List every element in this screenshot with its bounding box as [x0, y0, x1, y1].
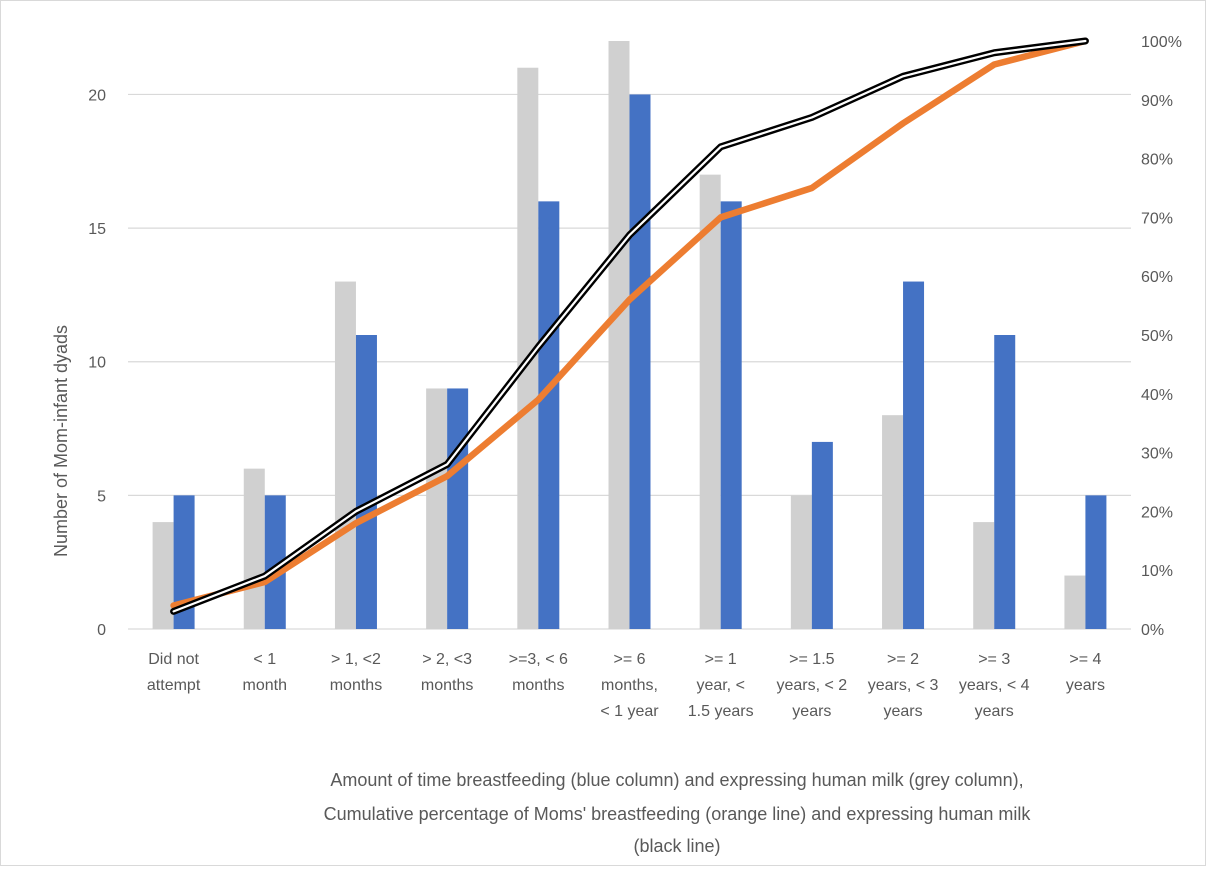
blue-bar: [1085, 495, 1107, 629]
grey-bar: [517, 67, 539, 629]
bar-series: [152, 41, 1107, 630]
category-label: years: [792, 703, 831, 720]
right-tick-label: 0%: [1141, 622, 1164, 639]
line-series: [170, 37, 1089, 615]
right-tick-label: 40%: [1141, 387, 1173, 404]
left-tick-label: 5: [97, 488, 106, 505]
grey-bar: [243, 468, 265, 629]
y-axis-label: Number of Mom-infant dyads: [51, 325, 71, 557]
blue-bar: [629, 94, 651, 630]
blue-bar: [173, 495, 195, 629]
category-label: >= 1: [705, 651, 737, 668]
blue-bar: [447, 388, 469, 629]
blue-bar: [994, 335, 1016, 629]
blue-bar: [264, 495, 286, 629]
category-label: >= 4: [1069, 651, 1101, 668]
category-label: years: [975, 703, 1014, 720]
category-label: < 1 year: [600, 703, 659, 720]
grey-bar: [699, 174, 721, 630]
category-label: > 2, <3: [422, 651, 472, 668]
category-label: 1.5 years: [688, 703, 754, 720]
category-label: months: [330, 677, 382, 694]
category-label: year, <: [696, 677, 744, 694]
blue-bar: [355, 335, 377, 629]
right-tick-label: 50%: [1141, 328, 1173, 345]
category-label: months,: [601, 677, 658, 694]
left-axis-ticks: 0 5 10 15 20: [88, 87, 106, 639]
category-label: years, < 4: [959, 677, 1030, 694]
category-label: < 1: [253, 651, 276, 668]
blue-bar: [720, 201, 742, 629]
category-label: >= 6: [613, 651, 645, 668]
category-label: month: [243, 677, 287, 694]
left-tick-label: 20: [88, 87, 106, 104]
left-tick-label: 10: [88, 355, 106, 372]
blue-bar: [538, 201, 560, 629]
right-tick-label: 30%: [1141, 446, 1173, 463]
left-tick-label: 15: [88, 221, 106, 238]
grey-bar: [1064, 575, 1086, 629]
right-tick-label: 90%: [1141, 93, 1173, 110]
right-tick-label: 20%: [1141, 504, 1173, 521]
right-tick-label: 100%: [1141, 34, 1182, 51]
category-labels: Did not attempt < 1 month > 1, <2 months > 2, …: [147, 651, 1105, 720]
category-label: Did not: [148, 651, 199, 668]
left-tick-label: 0: [97, 622, 106, 639]
category-label: >= 1.5: [789, 651, 834, 668]
category-label: >= 3: [978, 651, 1010, 668]
category-label: months: [512, 677, 564, 694]
category-label: years, < 3: [868, 677, 939, 694]
right-tick-label: 70%: [1141, 210, 1173, 227]
grey-bar: [334, 281, 356, 629]
category-label: months: [421, 677, 473, 694]
category-label: > 1, <2: [331, 651, 381, 668]
grey-bar: [973, 522, 995, 629]
x-axis-label-line-2: Cumulative percentage of Moms' breastfee…: [324, 804, 1032, 824]
orange-line: [170, 37, 1089, 609]
right-axis-ticks: 0% 10% 20% 30% 40% 50% 60% 70% 80% 90% 100%: [1141, 34, 1182, 639]
category-label: years: [1066, 677, 1105, 694]
category-label: >=3, < 6: [509, 651, 568, 668]
category-label: years: [883, 703, 922, 720]
grey-bar: [608, 41, 630, 629]
right-tick-label: 80%: [1141, 152, 1173, 169]
grey-bar: [152, 522, 174, 629]
x-axis-label-line-1: Amount of time breastfeeding (blue colum…: [330, 770, 1023, 790]
category-label: years, < 2: [777, 677, 848, 694]
category-label: >= 2: [887, 651, 919, 668]
right-tick-label: 10%: [1141, 563, 1173, 580]
right-tick-label: 60%: [1141, 269, 1173, 286]
grey-bar: [426, 388, 448, 629]
black-line-inner: [172, 39, 1087, 613]
blue-bar: [811, 441, 833, 629]
blue-bar: [903, 281, 925, 629]
grey-bar: [790, 495, 812, 629]
category-label: attempt: [147, 677, 201, 694]
grey-bar: [882, 415, 904, 629]
x-axis-label-line-3: (black line): [633, 836, 720, 856]
